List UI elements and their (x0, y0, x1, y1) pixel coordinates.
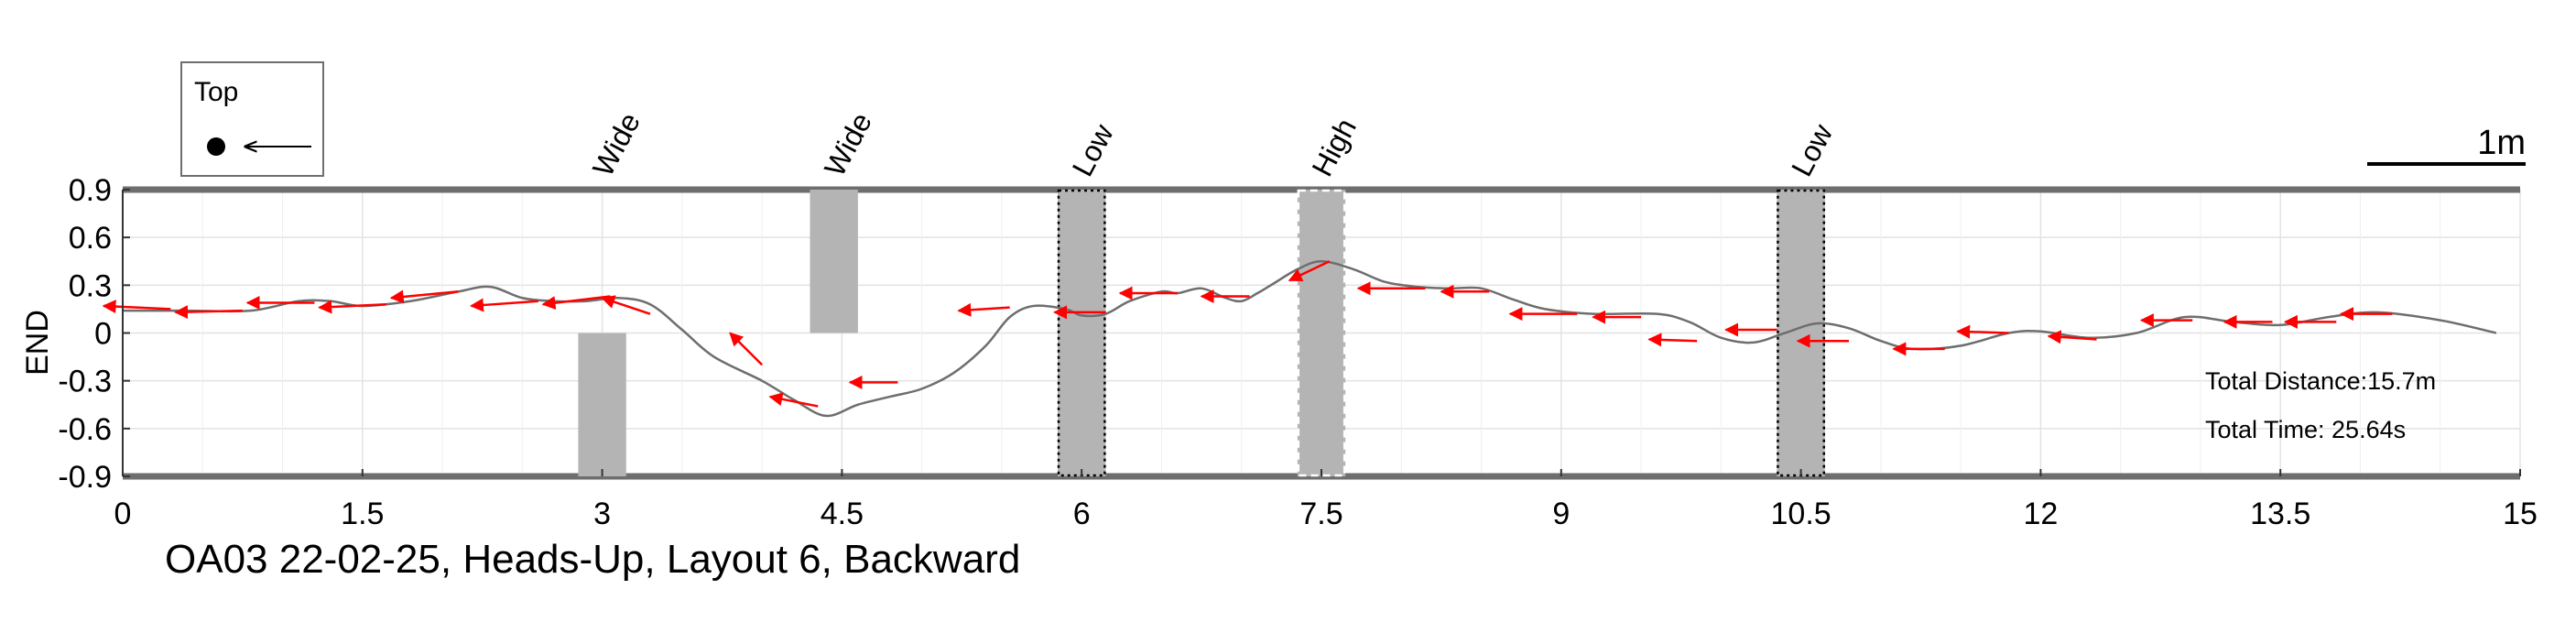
orientation-arrow (102, 300, 171, 314)
orientation-arrow (2047, 330, 2097, 344)
x-tick-label: 13.5 (2250, 497, 2310, 531)
obstacle-label: Low (1785, 118, 1840, 182)
x-tick-label: 9 (1552, 497, 1570, 531)
obstacle-label: High (1305, 113, 1363, 181)
y-tick-label: 0.6 (69, 221, 112, 256)
obstacle-rect (810, 190, 858, 333)
orientation-arrow (1956, 324, 2009, 339)
legend-box (180, 61, 324, 177)
x-tick-label: 1.5 (341, 497, 384, 531)
obstacle-rect (578, 333, 626, 476)
orientation-arrow (469, 298, 538, 312)
x-tick-label: 0 (114, 497, 132, 531)
obstacle-labels: Wide Wide Low High Low (586, 107, 1840, 181)
trajectory-line (123, 259, 2497, 418)
axes: 0 1.5 3 4.5 6 7.5 9 10.5 12 13.5 15 -0.9 -0.6 -0.3 0 0.… (58, 173, 2538, 531)
legend-dot-icon (207, 137, 225, 156)
obstacle-label: Low (1066, 118, 1121, 182)
orientation-arrow (601, 295, 651, 315)
chart-title: OA03 22-02-25, Heads-Up, Layout 6, Backw… (165, 537, 1020, 582)
orientation-arrow (389, 289, 459, 304)
x-tick-label: 15 (2503, 497, 2538, 531)
x-tick-label: 3 (593, 497, 611, 531)
scale-bar: 1m (2367, 124, 2526, 166)
orientation-arrows (102, 260, 2393, 408)
y-tick-label: -0.9 (58, 460, 112, 495)
trajectory (123, 259, 2497, 418)
scale-bar-label: 1m (2477, 124, 2526, 162)
x-tick-label: 6 (1073, 497, 1091, 531)
legend: Top (180, 61, 324, 177)
obstacle-label: Wide (586, 107, 647, 181)
orientation-arrow (768, 392, 819, 408)
orientation-arrow (1288, 260, 1331, 282)
orientation-arrow (174, 305, 243, 320)
x-tick-label: 12 (2023, 497, 2058, 531)
total-time-annotation: Total Time: 25.64s (2205, 416, 2406, 443)
y-tick-label: 0.9 (69, 173, 112, 208)
obstacle-rect (1058, 190, 1106, 476)
x-tick-label: 10.5 (1771, 497, 1831, 531)
orientation-arrow (1647, 333, 1698, 347)
x-tick-label: 7.5 (1299, 497, 1342, 531)
y-tick-label: -0.6 (58, 412, 112, 447)
y-axis-label: END (20, 310, 55, 376)
total-distance-annotation: Total Distance:15.7m (2205, 367, 2436, 395)
x-tick-label: 4.5 (821, 497, 864, 531)
y-tick-label: 0 (94, 317, 112, 352)
orientation-arrow (318, 300, 387, 314)
legend-label: Top (194, 77, 238, 107)
obstacle-label: Wide (818, 107, 878, 181)
orientation-arrow (729, 332, 764, 366)
y-tick-label: 0.3 (69, 268, 112, 303)
y-tick-label: -0.3 (58, 365, 112, 399)
orientation-arrow (957, 302, 1010, 317)
orientation-arrow (541, 295, 611, 311)
obstacle-rect (1297, 190, 1346, 476)
